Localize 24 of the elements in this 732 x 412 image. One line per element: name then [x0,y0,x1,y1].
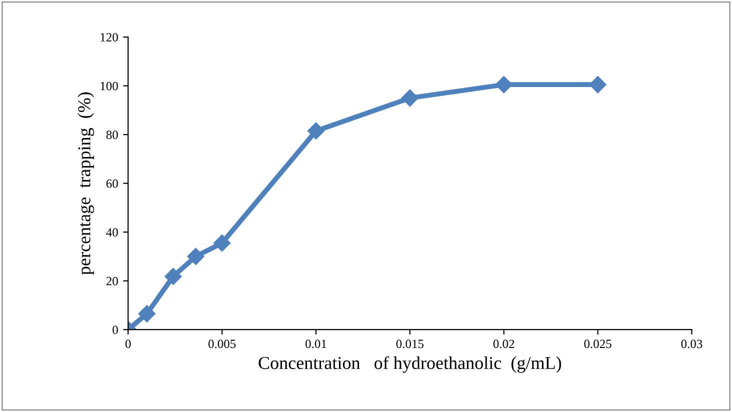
y-tick-label: 0 [112,326,118,334]
point [307,122,325,140]
point [164,268,182,286]
x-tick-label: 0 [125,340,131,348]
x-axis-title: Concentration of hydroethanolic (g/mL) [258,356,562,373]
x-tick-label: 0.015 [396,340,424,348]
point [213,234,231,252]
x-tick-label: 0.025 [584,340,612,348]
x-tick-label: 0.03 [681,340,702,348]
point [187,248,204,266]
y-axis-title: percentage trapping (%) [78,92,94,275]
x-tick-label: 0.01 [306,340,326,348]
point [401,89,418,107]
point [138,305,156,322]
point [589,76,606,94]
y-tick-label: 120 [100,33,118,42]
point [495,76,512,94]
x-tick-label: 0.02 [493,340,514,348]
y-tick-label: 60 [106,179,118,188]
y-tick-label: 80 [106,130,118,140]
y-tick-label: 100 [100,82,118,90]
y-tick-label: 20 [106,276,118,286]
y-tick-label: 40 [106,228,118,237]
x-tick-label: 0.005 [208,340,236,348]
